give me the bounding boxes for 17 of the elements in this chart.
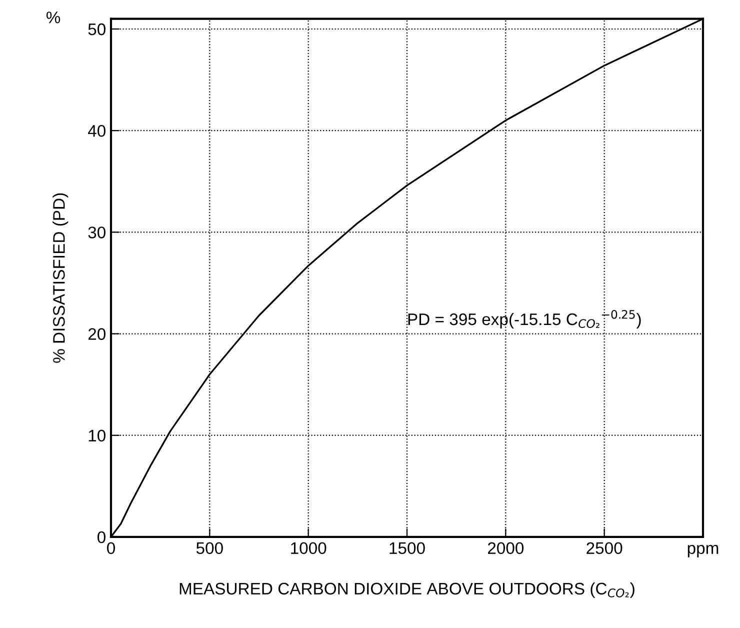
annotation: PD = 395 exp(-15.15 C$_{CO₂}$$^{−0.25}$) bbox=[408, 310, 641, 328]
x-tick-label: 1000 bbox=[291, 542, 326, 554]
x-tick-label: 0 bbox=[107, 542, 115, 554]
y-axis-title: % DISSATISFIED (PD) bbox=[52, 193, 68, 363]
y-tick-label: 10 bbox=[88, 430, 106, 442]
y-tick-label: 0 bbox=[98, 531, 106, 544]
y-tick-label: 40 bbox=[88, 124, 106, 137]
x-tick-label: 1500 bbox=[390, 542, 425, 554]
x-axis-title: MEASURED CARBON DIOXIDE ABOVE OUTDOORS (C$_{CO₂}$) bbox=[180, 582, 634, 598]
x-tick-label: 500 bbox=[196, 542, 223, 554]
x-tick-label: ppm bbox=[688, 544, 718, 558]
text: % bbox=[46, 12, 60, 24]
x-tick-label: 2000 bbox=[488, 542, 524, 554]
y-tick-label: 30 bbox=[88, 226, 106, 238]
x-tick-label: 2500 bbox=[586, 542, 622, 554]
y-tick-label: 50 bbox=[88, 23, 106, 36]
y-tick-label: 20 bbox=[88, 328, 106, 340]
